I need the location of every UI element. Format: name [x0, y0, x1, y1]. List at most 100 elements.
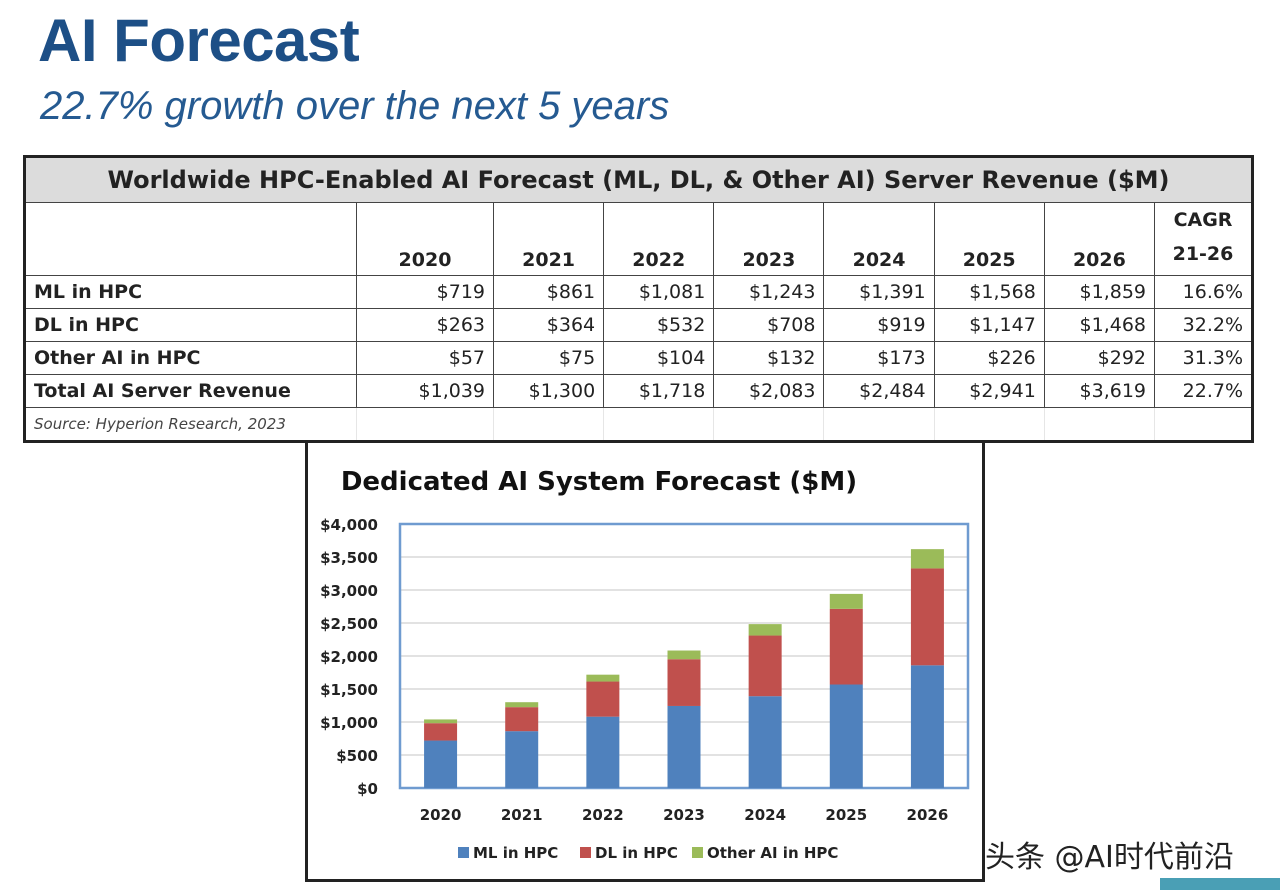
- row-label: Total AI Server Revenue: [24, 374, 357, 408]
- legend-swatch: [458, 847, 469, 858]
- slide-accent-bar: [1160, 878, 1280, 890]
- x-tick-label: 2020: [420, 806, 462, 824]
- y-tick-label: $1,000: [320, 714, 378, 732]
- bar-other-ai-in-hpc-2021: [505, 702, 539, 708]
- legend-label: DL in HPC: [595, 844, 678, 862]
- bar-ml-in-hpc-2025: [829, 684, 863, 788]
- bar-dl-in-hpc-2026: [910, 568, 944, 666]
- cell-value: $1,147: [933, 308, 1045, 342]
- table-row: Total AI Server Revenue $1,039 $1,300 $1,71…: [24, 374, 1253, 408]
- cell-value: $1,859: [1043, 275, 1156, 309]
- cell-value: $1,568: [933, 275, 1045, 309]
- x-tick-label: 2026: [907, 806, 949, 824]
- cell-value: $292: [1043, 341, 1156, 375]
- cagr-header: CAGR 21-26: [1154, 202, 1253, 276]
- cagr-value: 22.7%: [1154, 374, 1253, 408]
- y-tick-label: $3,500: [320, 549, 378, 567]
- col-header: 2025: [933, 202, 1045, 276]
- cagr-value: 32.2%: [1154, 308, 1253, 342]
- bar-ml-in-hpc-2024: [748, 696, 782, 788]
- cell-value: $1,391: [823, 275, 935, 309]
- y-tick-label: $0: [357, 780, 378, 798]
- y-tick-label: $2,500: [320, 615, 378, 633]
- source-note: Source: Hyperion Research, 2023: [24, 407, 357, 442]
- legend-swatch: [692, 847, 703, 858]
- forecast-table: Worldwide HPC-Enabled AI Forecast (ML, D…: [23, 155, 1254, 443]
- y-tick-label: $4,000: [320, 516, 378, 534]
- bar-ml-in-hpc-2023: [667, 705, 701, 788]
- bar-dl-in-hpc-2025: [829, 608, 863, 685]
- cell-value: $75: [492, 341, 605, 375]
- col-header: 2024: [823, 202, 935, 276]
- bar-dl-in-hpc-2024: [748, 635, 782, 697]
- watermark: 头条 @AI时代前沿: [985, 840, 1234, 875]
- cell-value: $708: [713, 308, 825, 342]
- chart-title: Dedicated AI System Forecast ($M): [341, 467, 857, 497]
- bar-other-ai-in-hpc-2026: [910, 549, 944, 569]
- cell-value: $132: [713, 341, 825, 375]
- y-tick-label: $500: [336, 747, 378, 765]
- table-caption: Worldwide HPC-Enabled AI Forecast (ML, D…: [24, 156, 1253, 203]
- x-tick-label: 2025: [825, 806, 867, 824]
- bar-ml-in-hpc-2026: [910, 665, 944, 788]
- col-header: 2021: [492, 202, 605, 276]
- cell-value: $173: [823, 341, 935, 375]
- bar-dl-in-hpc-2021: [505, 707, 539, 732]
- cell-value: $1,468: [1043, 308, 1156, 342]
- cell-value: $532: [603, 308, 715, 342]
- cagr-range: 21-26: [1172, 243, 1234, 265]
- table-row: Other AI in HPC $57 $75 $104 $132 $173 $226 $29…: [24, 341, 1253, 375]
- cell-value: $719: [356, 275, 494, 309]
- x-tick-label: 2024: [744, 806, 786, 824]
- x-tick-label: 2023: [663, 806, 705, 824]
- x-tick-label: 2021: [501, 806, 543, 824]
- cell-value: $1,718: [603, 374, 715, 408]
- cagr-value: 31.3%: [1154, 341, 1253, 375]
- cell-value: $1,039: [356, 374, 494, 408]
- cell-value: $861: [492, 275, 605, 309]
- bar-dl-in-hpc-2022: [586, 681, 620, 717]
- legend-label: ML in HPC: [473, 844, 558, 862]
- bar-ml-in-hpc-2020: [424, 740, 458, 788]
- header-blank: [24, 202, 357, 276]
- bar-other-ai-in-hpc-2025: [829, 593, 863, 609]
- bar-other-ai-in-hpc-2022: [586, 674, 620, 682]
- row-label: Other AI in HPC: [24, 341, 357, 375]
- cell-value: $57: [356, 341, 494, 375]
- cell-value: $1,243: [713, 275, 825, 309]
- col-header: 2020: [356, 202, 494, 276]
- cell-value: $104: [603, 341, 715, 375]
- col-header: 2022: [603, 202, 715, 276]
- x-tick-label: 2022: [582, 806, 624, 824]
- bar-ml-in-hpc-2021: [505, 731, 539, 788]
- bar-other-ai-in-hpc-2023: [667, 650, 701, 660]
- cell-value: $919: [823, 308, 935, 342]
- bar-ml-in-hpc-2022: [586, 716, 620, 788]
- page-title: AI Forecast: [38, 7, 360, 74]
- cell-value: $226: [933, 341, 1045, 375]
- bar-dl-in-hpc-2020: [424, 723, 458, 741]
- legend-swatch: [580, 847, 591, 858]
- bar-other-ai-in-hpc-2020: [424, 719, 458, 724]
- legend-label: Other AI in HPC: [707, 844, 838, 862]
- col-header: 2026: [1043, 202, 1156, 276]
- y-tick-label: $3,000: [320, 582, 378, 600]
- cell-value: $1,081: [603, 275, 715, 309]
- row-label: ML in HPC: [24, 275, 357, 309]
- table-row: ML in HPC $719 $861 $1,081 $1,243 $1,391 $1,56…: [24, 275, 1253, 309]
- cagr-value: 16.6%: [1154, 275, 1253, 309]
- bar-dl-in-hpc-2023: [667, 659, 701, 706]
- page-subtitle: 22.7% growth over the next 5 years: [40, 84, 670, 128]
- y-tick-label: $2,000: [320, 648, 378, 666]
- bar-other-ai-in-hpc-2024: [748, 624, 782, 636]
- cagr-label: CAGR: [1173, 209, 1233, 231]
- cell-value: $2,083: [713, 374, 825, 408]
- chart-panel: Dedicated AI System Forecast ($M) $0 $500 $…: [305, 440, 985, 882]
- cell-value: $263: [356, 308, 494, 342]
- cell-value: $2,941: [933, 374, 1045, 408]
- col-header: 2023: [713, 202, 825, 276]
- table-row: DL in HPC $263 $364 $532 $708 $919 $1,147 $1,46…: [24, 308, 1253, 342]
- cell-value: $364: [492, 308, 605, 342]
- y-tick-label: $1,500: [320, 681, 378, 699]
- row-label: DL in HPC: [24, 308, 357, 342]
